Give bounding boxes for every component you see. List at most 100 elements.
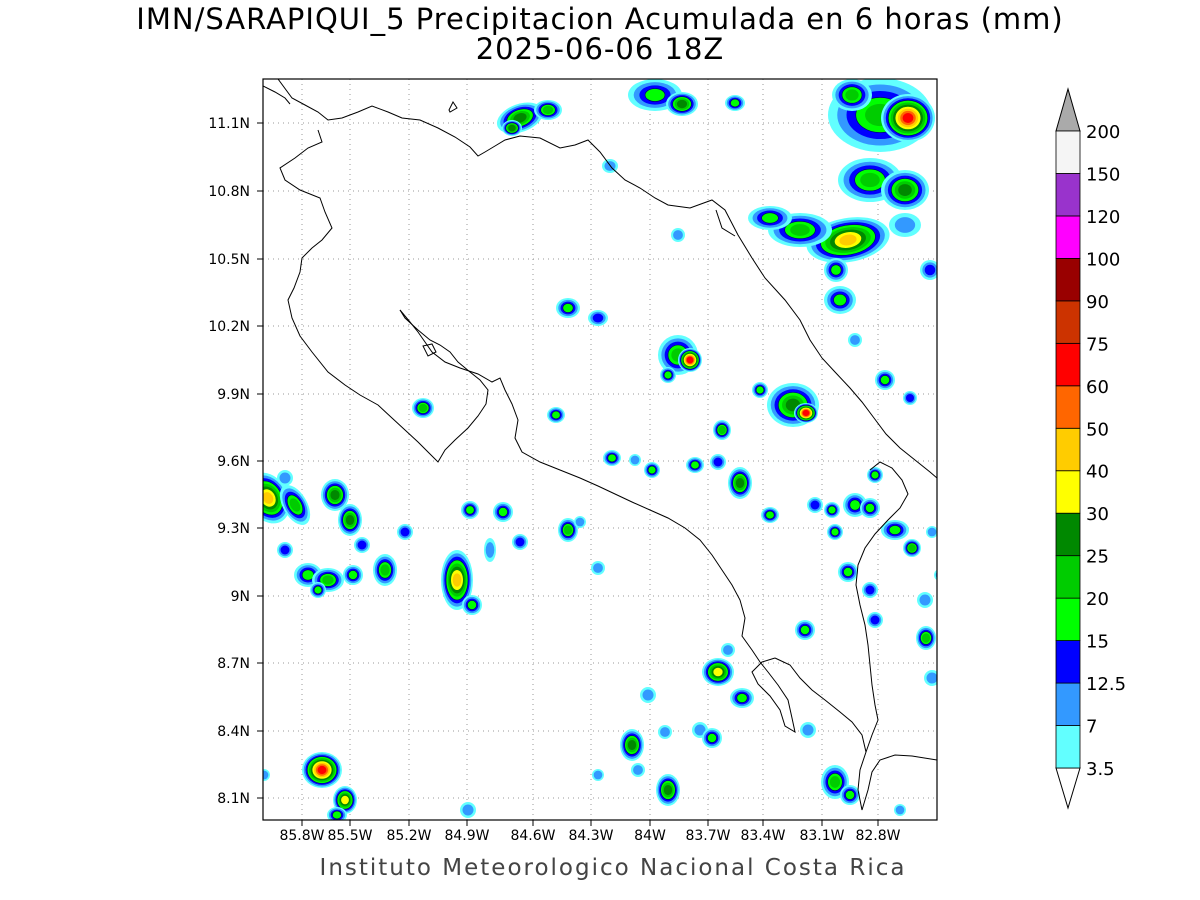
rain-cell <box>658 725 672 739</box>
rain-cell <box>748 206 792 230</box>
rain-cell <box>629 454 641 466</box>
rain-cell <box>821 765 849 799</box>
colorbar-level-label: 25 <box>1086 547 1109 568</box>
rain-cell <box>889 213 921 237</box>
lat-tick-label: 10.5N <box>208 252 250 268</box>
lon-tick-label: 82.8W <box>855 828 900 844</box>
rain-cell <box>279 485 311 525</box>
rain-cell <box>894 804 906 816</box>
colorbar-level-label: 7 <box>1086 717 1097 738</box>
rain-cell <box>860 498 880 518</box>
colorbar-over-arrow <box>1055 87 1081 132</box>
rain-cell <box>656 774 680 806</box>
rain-cell <box>263 472 290 524</box>
rain-cell <box>721 643 735 657</box>
rain-cell <box>493 502 513 522</box>
colorbar-swatch <box>1055 640 1081 684</box>
rain-cell <box>277 470 293 486</box>
colorbar-level-label: 75 <box>1086 334 1109 355</box>
rain-cell <box>338 504 362 536</box>
rain-cell <box>512 534 528 550</box>
rain-cell <box>713 420 731 440</box>
rain-cell <box>752 382 768 398</box>
rain-cell <box>832 79 872 111</box>
lon-tick-label: 83.4W <box>740 828 785 844</box>
rain-cell <box>800 722 816 738</box>
rain-cell <box>702 658 734 686</box>
colorbar-swatch <box>1055 725 1081 769</box>
rain-cell <box>728 467 752 499</box>
rain-cell <box>903 391 917 405</box>
rain-cell <box>917 592 933 608</box>
map-background <box>263 79 937 820</box>
rain-cell <box>824 502 840 518</box>
rain-cell <box>666 92 698 116</box>
colorbar-swatch <box>1055 385 1081 429</box>
nicaragua-coast <box>263 85 291 105</box>
rain-cell <box>327 807 347 820</box>
rain-cell <box>461 501 479 519</box>
colorbar-level-label: 15 <box>1086 632 1109 653</box>
lon-tick-label: 83.7W <box>685 828 730 844</box>
rain-cell <box>903 539 921 557</box>
colorbar-swatch <box>1055 173 1081 217</box>
rain-cell <box>934 569 937 581</box>
lat-tick-label: 8.1N <box>217 791 250 807</box>
lat-tick-label: 9.9N <box>217 387 250 403</box>
coastlines <box>263 79 937 811</box>
rain-cell <box>916 626 936 650</box>
rain-cell <box>484 538 496 562</box>
rain-cell <box>840 785 860 805</box>
lon-tick-label: 84.6W <box>510 828 555 844</box>
map-title: IMN/SARAPIQUI_5 Precipitacion Acumulada … <box>136 2 1064 36</box>
rain-cell <box>730 688 754 708</box>
rain-cell <box>920 260 937 280</box>
rain-cell <box>761 507 779 523</box>
rain-cell <box>838 562 858 582</box>
colorbar-swatch <box>1055 597 1081 642</box>
colorbar-level-label: 200 <box>1086 122 1120 143</box>
rain-cell <box>277 542 293 558</box>
credit-line: Instituto Meteorologico Nacional Costa R… <box>319 855 907 881</box>
rain-cell <box>881 520 909 540</box>
lat-tick-label: 11.1N <box>208 116 250 132</box>
map-frame <box>262 78 938 821</box>
lake-islet <box>448 101 458 113</box>
rain-cell <box>603 450 621 466</box>
rain-cell <box>794 403 818 423</box>
rain-cell <box>867 467 883 483</box>
lat-tick-label: 9N <box>231 589 250 605</box>
osa-peninsula <box>774 657 937 811</box>
rain-cell <box>824 286 856 314</box>
colorbar-level-label: 150 <box>1086 164 1120 185</box>
pacific-coast <box>279 129 489 463</box>
lat-tick-label: 9.6N <box>217 454 250 470</box>
colorbar-under-arrow <box>1055 767 1081 810</box>
gulf-of-nicoya <box>399 309 796 734</box>
rain-cell <box>588 310 608 326</box>
rain-cell <box>875 370 895 390</box>
colorbar-level-label: 60 <box>1086 377 1109 398</box>
lat-tick-label: 8.4N <box>217 724 250 740</box>
colorbar-level-label: 100 <box>1086 249 1120 270</box>
colorbar-swatch <box>1055 470 1081 514</box>
rain-cell <box>867 612 883 628</box>
rain-cell <box>343 565 363 585</box>
colorbar-swatch <box>1055 257 1081 302</box>
colorbar: 3.5 7 12.5 15 20 25 30 40 50 60 75 90 100 120 150 200 <box>1055 87 1126 810</box>
rain-cell <box>373 554 397 586</box>
rain-cell <box>441 550 473 610</box>
latitude-axis: 11.1N 10.8N 10.5N 10.2N 9.9N 9.6N 9.3N 9N 8.7N 8.… <box>208 116 263 807</box>
lat-tick-label: 10.2N <box>208 319 250 335</box>
rain-cell <box>556 298 580 318</box>
graticule <box>263 79 937 820</box>
colorbar-level-label: 20 <box>1086 589 1109 610</box>
lat-tick-label: 10.8N <box>208 184 250 200</box>
rain-cell <box>702 728 722 748</box>
panama-border <box>855 461 909 753</box>
colorbar-swatch <box>1055 342 1081 387</box>
rain-cell <box>644 462 660 478</box>
colorbar-swatch <box>1055 682 1081 726</box>
colorbar-swatch <box>1055 300 1081 344</box>
